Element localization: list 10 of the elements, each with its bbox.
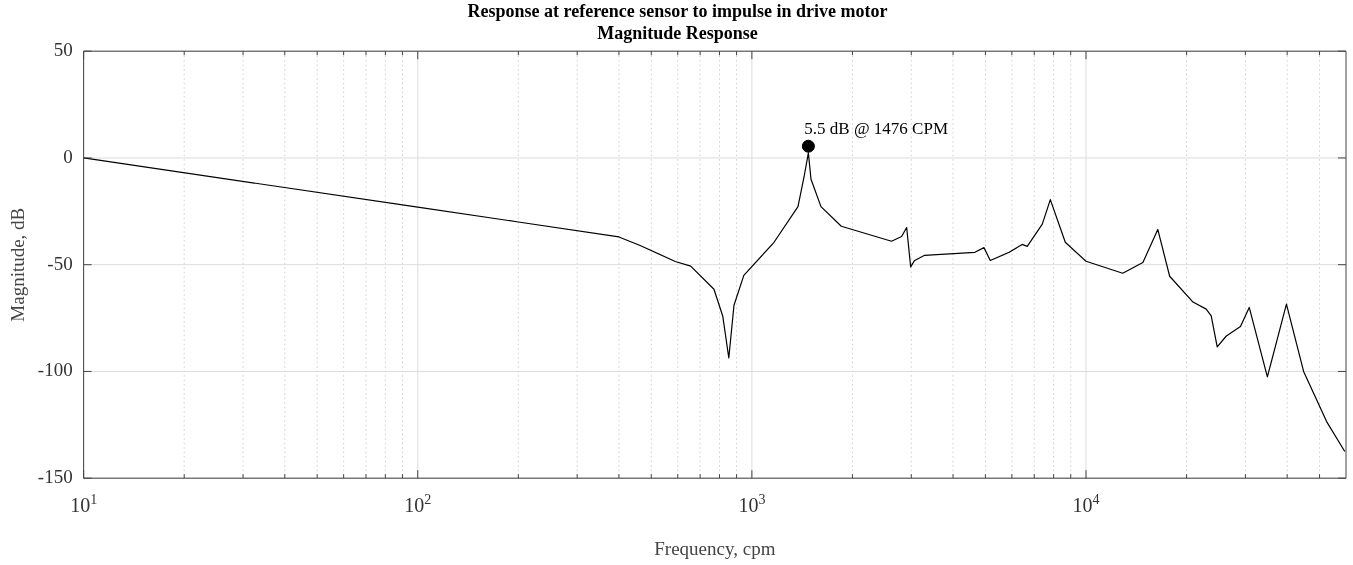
y-tick-label: -100 bbox=[37, 359, 73, 381]
y-tick-label: -150 bbox=[37, 466, 73, 488]
chart-subtitle: Magnitude Response bbox=[597, 23, 758, 44]
annotation: 5.5 dB @ 1476 CPM bbox=[804, 119, 949, 139]
x-axis-title: Frequency, cpm bbox=[654, 537, 776, 559]
y-axis-title: Magnitude, dB bbox=[7, 207, 29, 322]
y-tick-label: 50 bbox=[53, 39, 73, 61]
chart-title: Response at reference sensor to impulse in drive motor bbox=[467, 1, 888, 22]
y-tick-label: 0 bbox=[63, 145, 73, 167]
y-tick-label: -50 bbox=[47, 252, 73, 274]
